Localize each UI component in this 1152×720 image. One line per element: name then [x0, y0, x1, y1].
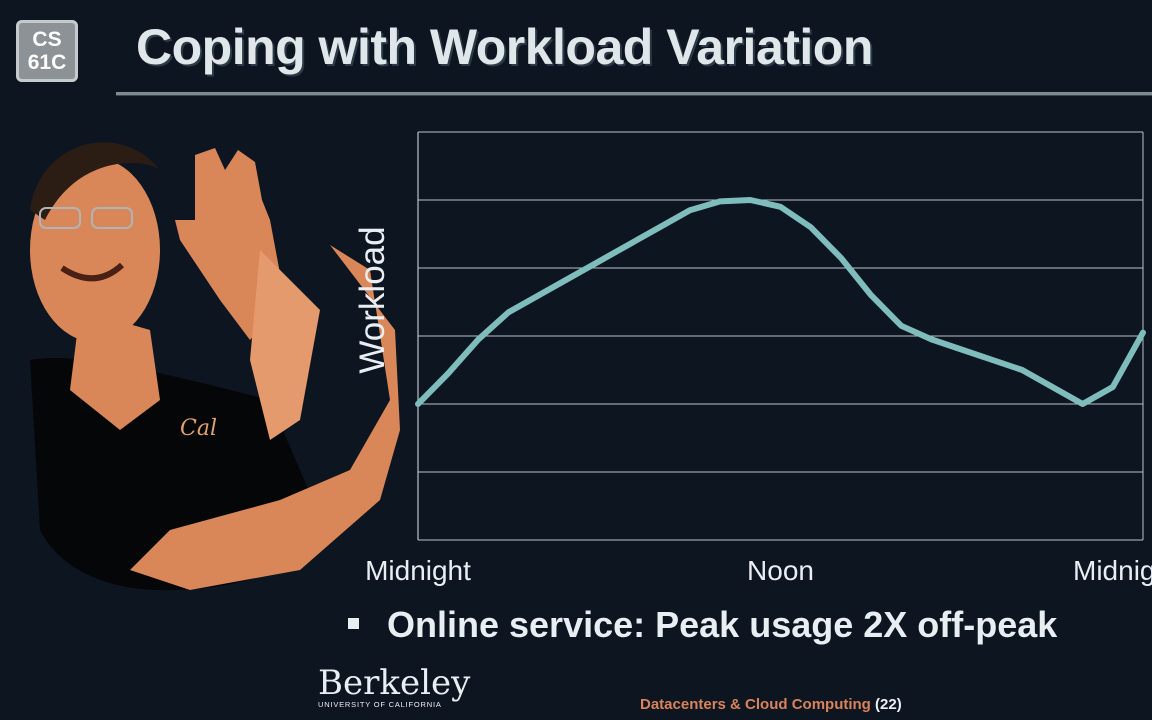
- slide-title: Coping with Workload Variation: [136, 19, 873, 75]
- presenter-image: Cal: [30, 142, 400, 591]
- bullet-text: Online service: Peak usage 2X off-peak: [387, 604, 1058, 645]
- bullet-point: Online service: Peak usage 2X off-peak: [348, 604, 1057, 646]
- page-number: (22): [875, 696, 902, 713]
- slide-footer: Datacenters & Cloud Computing (22): [640, 696, 902, 713]
- workload-series-line: [415, 197, 1146, 407]
- x-tick-label: Midnight: [365, 555, 471, 586]
- berkeley-logo: Berkeley UNIVERSITY OF CALIFORNIA: [318, 666, 470, 709]
- y-axis-label: Workload: [353, 226, 392, 373]
- cs61c-logo: CS 61C: [16, 20, 78, 82]
- svg-text:Cal: Cal: [180, 416, 217, 441]
- logo-line-2: 61C: [27, 51, 67, 74]
- chart-gridlines: [418, 131, 1143, 541]
- footer-label: Datacenters & Cloud Computing: [640, 696, 871, 713]
- logo-line-1: CS: [32, 28, 62, 51]
- x-tick-label: Noon: [747, 555, 814, 586]
- berkeley-wordmark: Berkeley: [318, 663, 471, 703]
- x-tick-label: Midnight: [1073, 555, 1152, 586]
- bullet-square-icon: [348, 617, 359, 629]
- berkeley-subtitle: UNIVERSITY OF CALIFORNIA: [318, 700, 442, 709]
- title-divider: [116, 92, 1152, 96]
